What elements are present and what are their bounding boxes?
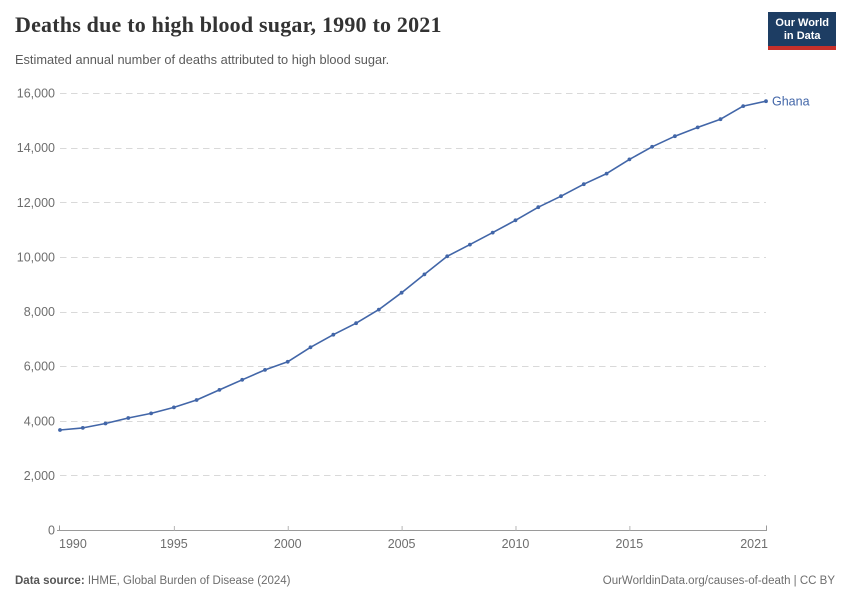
owid-logo-line1: Our World: [775, 17, 829, 29]
y-tick-label: 12,000: [17, 196, 55, 210]
data-point[interactable]: [194, 398, 199, 402]
data-point[interactable]: [695, 125, 700, 130]
data-point[interactable]: [741, 104, 746, 108]
owid-url-link[interactable]: OurWorldinData.org/causes-of-death | CC …: [602, 575, 835, 587]
x-tick-label: 1995: [160, 537, 188, 551]
data-point[interactable]: [217, 388, 222, 392]
data-point[interactable]: [468, 242, 472, 247]
data-source-text: IHME, Global Burden of Disease (2024): [84, 575, 291, 587]
y-tick-label: 16,000: [17, 87, 55, 101]
data-point[interactable]: [354, 321, 358, 326]
data-point[interactable]: [536, 205, 541, 210]
data-point[interactable]: [308, 345, 313, 350]
data-point[interactable]: [331, 332, 336, 337]
data-point[interactable]: [604, 171, 609, 176]
y-tick-label: 14,000: [17, 141, 55, 155]
data-point[interactable]: [285, 359, 290, 364]
data-point[interactable]: [58, 428, 62, 432]
data-point[interactable]: [103, 421, 108, 426]
x-tick-label: 2005: [388, 537, 416, 551]
data-point[interactable]: [627, 157, 632, 162]
series-end-label[interactable]: Ghana: [772, 95, 810, 109]
data-point[interactable]: [559, 194, 563, 199]
chart-footer: Data source: IHME, Global Burden of Dise…: [15, 575, 835, 587]
ghana-line[interactable]: [59, 100, 767, 431]
y-tick-label: 10,000: [17, 250, 55, 264]
data-point[interactable]: [376, 307, 381, 312]
data-source-note: Data source: IHME, Global Burden of Dise…: [15, 575, 291, 587]
x-tick-label: 2021: [740, 537, 768, 551]
data-point[interactable]: [581, 182, 586, 187]
data-point[interactable]: [764, 99, 768, 104]
data-point[interactable]: [490, 230, 495, 235]
x-tick-label: 2010: [502, 537, 530, 551]
owid-logo-line2: in Data: [783, 30, 821, 42]
data-point[interactable]: [650, 144, 654, 149]
data-point[interactable]: [80, 426, 85, 430]
data-point[interactable]: [149, 411, 154, 416]
data-point[interactable]: [126, 416, 131, 420]
page-title: Deaths due to high blood sugar, 1990 to …: [15, 12, 442, 37]
data-point[interactable]: [673, 134, 677, 139]
data-point[interactable]: [422, 272, 427, 277]
y-tick-label: 6,000: [24, 360, 55, 374]
y-tick-label: 8,000: [24, 305, 55, 319]
x-tick-label: 2000: [274, 537, 302, 551]
data-point[interactable]: [240, 377, 245, 382]
data-point[interactable]: [513, 218, 518, 223]
data-point[interactable]: [718, 117, 723, 122]
y-tick-label: 4,000: [24, 414, 55, 428]
data-point[interactable]: [172, 405, 176, 410]
x-tick-label: 2015: [615, 537, 643, 551]
data-point[interactable]: [399, 290, 404, 295]
page-subtitle: Estimated annual number of deaths attrib…: [15, 52, 390, 67]
y-tick-label: 0: [48, 524, 55, 538]
x-tick-label: 1990: [59, 537, 87, 551]
data-point[interactable]: [263, 368, 267, 372]
y-tick-label: 2,000: [24, 469, 55, 483]
data-point[interactable]: [445, 254, 450, 259]
owid-logo[interactable]: Our World in Data: [768, 12, 836, 50]
data-source-label: Data source:: [15, 575, 85, 587]
